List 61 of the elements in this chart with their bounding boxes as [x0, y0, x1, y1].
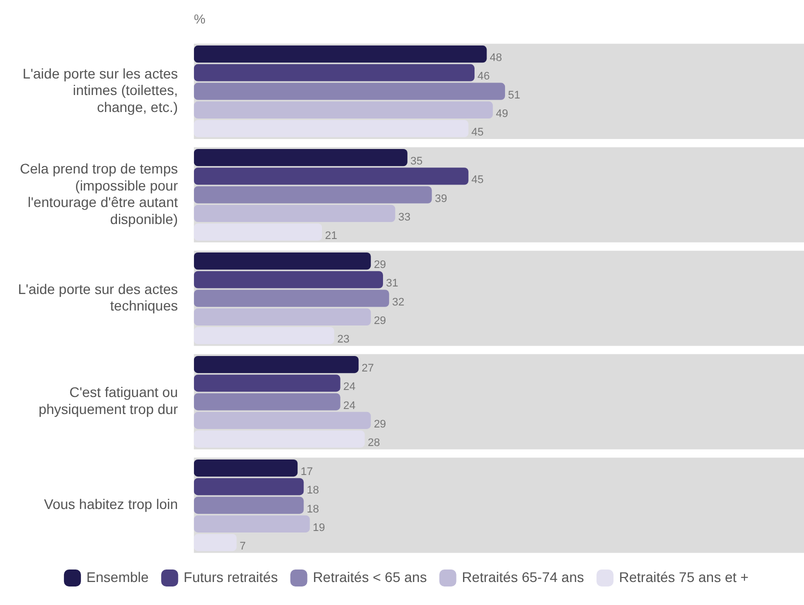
bar	[194, 534, 237, 552]
bar	[194, 204, 396, 222]
data-label: 24	[343, 400, 356, 412]
data-label: 18	[306, 503, 319, 516]
y-tick-label: C'est fatiguant ou physiquement trop dur	[38, 384, 178, 418]
bar	[194, 46, 487, 63]
legend-label: Retraités < 65 ans	[312, 568, 427, 585]
bar	[194, 120, 468, 138]
bar	[194, 459, 298, 477]
data-label: 31	[386, 278, 398, 290]
bar	[194, 186, 432, 204]
bar	[194, 308, 371, 326]
bar	[194, 515, 310, 532]
data-label: 39	[434, 192, 448, 205]
data-label: 28	[368, 437, 380, 450]
bar	[194, 478, 304, 496]
bar	[194, 168, 468, 185]
x-axis-title: %	[194, 11, 206, 26]
bar	[194, 82, 506, 100]
data-label: 17	[300, 466, 313, 478]
bar	[194, 496, 304, 514]
y-tick-label: Cela prend trop de temps (impossible pour l'entourage d'être autant disponible)	[20, 160, 178, 227]
y-tick-label: L'aide porte sur des actes techniques	[18, 280, 178, 314]
data-label: 33	[398, 211, 410, 224]
bar	[194, 271, 384, 288]
data-label: 45	[471, 126, 484, 139]
bar	[194, 374, 340, 392]
data-label: 21	[325, 230, 338, 242]
data-label: 7	[240, 540, 246, 553]
bar	[194, 393, 340, 410]
legend-label: Ensemble	[86, 568, 149, 585]
data-label: 27	[362, 362, 374, 375]
bar	[194, 326, 334, 344]
data-label: 46	[478, 70, 490, 83]
y-tick-label: L'aide porte sur les actes intimes (toilettes, change, etc.)	[22, 65, 178, 115]
bar	[194, 224, 322, 241]
legend-label: Retraités 75 ans et +	[619, 568, 749, 585]
legend-label: Futurs retraités	[184, 568, 278, 585]
data-label: 24	[343, 381, 356, 394]
data-label: 29	[374, 418, 386, 430]
data-label: 49	[496, 108, 508, 120]
data-label: 35	[410, 156, 423, 168]
bar	[194, 412, 371, 429]
bar	[194, 101, 493, 119]
data-label: 29	[374, 259, 386, 272]
data-label: 18	[306, 484, 319, 497]
bar	[194, 290, 390, 307]
bar	[194, 149, 408, 166]
y-tick-label: Vous habitez trop loin	[44, 496, 178, 512]
data-label: 32	[392, 296, 404, 308]
data-label: 48	[490, 52, 502, 64]
data-label: 45	[471, 174, 484, 186]
bar	[194, 430, 365, 448]
data-label: 29	[374, 314, 386, 327]
bar	[194, 356, 359, 374]
data-label: 19	[312, 522, 326, 534]
data-label: 23	[337, 334, 350, 346]
bar	[194, 64, 475, 82]
bar	[194, 252, 371, 270]
legend-label: Retraités 65-74 ans	[462, 568, 584, 585]
data-label: 51	[508, 89, 520, 102]
